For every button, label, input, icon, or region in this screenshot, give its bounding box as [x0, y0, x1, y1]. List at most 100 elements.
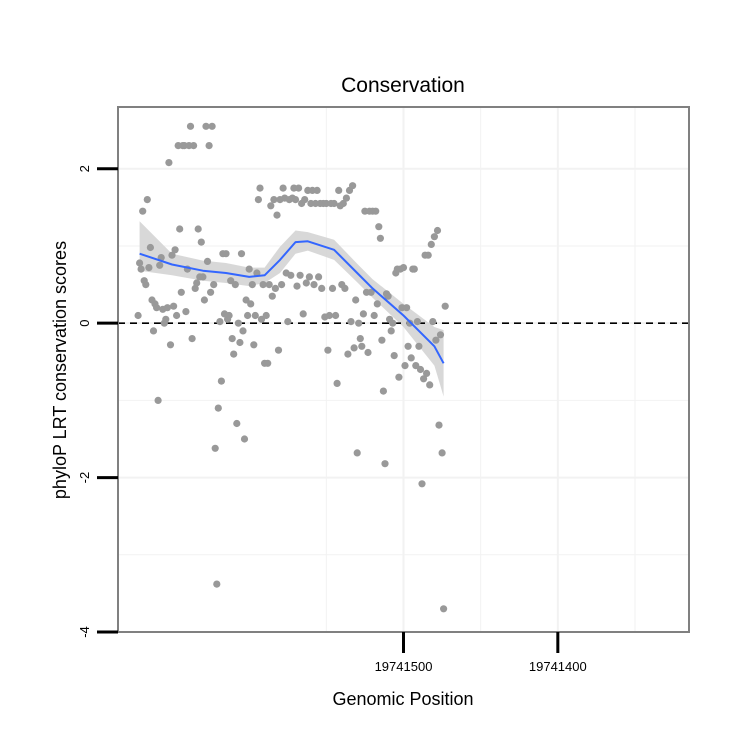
data-point-72 [245, 265, 253, 273]
data-point-139 [349, 182, 357, 190]
data-point-79 [256, 184, 264, 192]
data-point-65 [234, 319, 242, 327]
data-point-38 [193, 279, 201, 287]
data-point-59 [225, 311, 233, 320]
data-point-166 [390, 352, 398, 360]
data-point-74 [248, 281, 256, 289]
data-point-198 [440, 605, 448, 613]
data-point-172 [399, 264, 408, 272]
data-point-68 [239, 327, 247, 335]
data-point-39 [194, 225, 202, 233]
data-point-28 [177, 288, 185, 296]
confidence-band-layer [139, 221, 444, 397]
data-point-138 [347, 318, 355, 326]
data-point-135 [342, 194, 350, 202]
x-axis-title: Genomic Position [332, 689, 473, 709]
data-point-76 [251, 311, 259, 320]
confidence-band [139, 221, 444, 397]
data-point-104 [295, 184, 303, 192]
data-point-45 [203, 257, 212, 265]
data-point-183 [416, 365, 425, 374]
data-point-153 [370, 311, 378, 320]
data-point-189 [426, 381, 434, 389]
data-point-78 [254, 196, 262, 204]
data-point-12 [153, 304, 161, 312]
data-point-130 [335, 186, 343, 194]
data-point-165 [389, 319, 397, 327]
data-point-84 [264, 359, 272, 367]
data-point-7 [145, 264, 153, 272]
data-point-61 [228, 335, 236, 343]
data-point-97 [284, 318, 292, 326]
chart-title: Conservation [341, 74, 465, 97]
y-tick-label-1: -2 [77, 472, 92, 484]
data-point-185 [420, 375, 428, 383]
data-point-159 [379, 387, 387, 395]
trend-line-layer [139, 240, 445, 364]
data-point-10 [149, 327, 158, 335]
data-point-34 [186, 122, 195, 130]
data-point-105 [296, 271, 304, 279]
data-point-2 [137, 265, 145, 273]
data-point-19 [163, 304, 171, 312]
data-point-14 [156, 261, 164, 269]
data-point-90 [273, 211, 281, 219]
data-point-127 [330, 199, 338, 208]
data-point-103 [293, 282, 301, 290]
data-point-1 [136, 259, 144, 267]
data-point-164 [387, 327, 395, 335]
data-point-35 [188, 335, 196, 343]
data-point-195 [435, 421, 443, 429]
data-point-54 [217, 377, 225, 385]
data-point-192 [430, 233, 438, 241]
data-point-151 [367, 288, 375, 296]
data-point-62 [230, 350, 238, 358]
data-point-53 [216, 318, 224, 326]
data-point-93 [278, 281, 286, 289]
data-point-155 [373, 300, 381, 308]
data-point-191 [429, 318, 437, 326]
data-point-87 [268, 292, 276, 300]
data-point-22 [168, 251, 176, 259]
data-point-91 [274, 346, 283, 354]
data-point-21 [166, 341, 175, 349]
data-point-23 [170, 302, 178, 310]
data-point-141 [352, 296, 360, 304]
data-point-108 [301, 196, 309, 204]
data-point-143 [355, 319, 363, 327]
data-point-182 [415, 342, 423, 350]
data-point-85 [265, 281, 273, 289]
data-point-111 [305, 273, 313, 281]
data-point-124 [325, 311, 333, 320]
data-point-107 [299, 310, 307, 318]
data-points-layer [134, 122, 449, 613]
data-point-169 [395, 373, 403, 381]
data-point-3 [139, 207, 147, 215]
data-point-149 [364, 348, 372, 357]
y-tick-label-3: 2 [77, 165, 92, 172]
data-point-20 [165, 159, 173, 167]
data-point-75 [250, 341, 258, 349]
data-point-145 [358, 342, 366, 350]
data-point-140 [350, 344, 358, 352]
data-point-123 [324, 346, 332, 354]
data-point-156 [375, 223, 383, 231]
data-point-146 [359, 310, 367, 318]
y-tick-label-0: -4 [77, 626, 92, 638]
data-point-133 [339, 199, 347, 208]
data-point-199 [441, 302, 449, 310]
data-point-73 [247, 300, 255, 308]
data-point-51 [213, 580, 221, 588]
data-point-64 [233, 419, 241, 428]
data-point-175 [404, 342, 412, 350]
data-point-136 [344, 350, 352, 358]
data-point-63 [231, 281, 239, 289]
data-point-18 [162, 315, 170, 323]
data-point-71 [244, 311, 252, 320]
data-point-44 [202, 122, 210, 130]
data-point-134 [341, 284, 349, 292]
data-point-160 [381, 460, 389, 468]
data-point-99 [287, 271, 295, 279]
data-point-128 [332, 311, 340, 320]
data-point-6 [143, 196, 151, 204]
